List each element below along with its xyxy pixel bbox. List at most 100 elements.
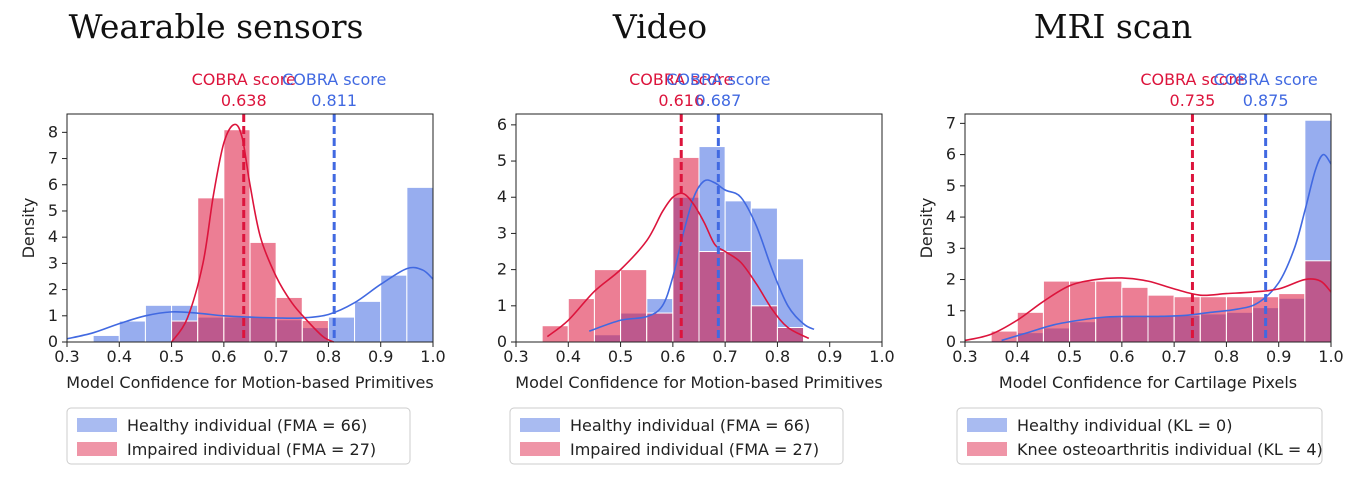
impaired-bar bbox=[1173, 296, 1201, 343]
chart-title: Wearable sensors bbox=[69, 7, 364, 46]
chart-title: MRI scan bbox=[1034, 7, 1193, 46]
y-tick-label: 2 bbox=[48, 280, 58, 299]
x-tick-label: 0.3 bbox=[503, 347, 528, 366]
chart-panel-3: MRI scan COBRA score 0.735 COBRA score 0.875… bbox=[917, 7, 1344, 465]
y-tick-label: 6 bbox=[946, 145, 956, 164]
cobra-value: 0.735 bbox=[1170, 91, 1216, 110]
legend-label: Impaired individual (FMA = 27) bbox=[570, 440, 819, 459]
x-axis-label: Model Confidence for Motion-based Primit… bbox=[66, 373, 433, 392]
cobra-value: 0.811 bbox=[311, 91, 357, 110]
y-tick-label: 4 bbox=[946, 207, 956, 226]
impaired-bar bbox=[1121, 286, 1149, 343]
impaired-kde-line bbox=[546, 192, 810, 340]
healthy-kde-line bbox=[1001, 153, 1332, 342]
y-tick-label: 1 bbox=[48, 306, 58, 325]
y-tick-label: 6 bbox=[48, 175, 58, 194]
impaired-kde-line bbox=[964, 277, 1332, 342]
legend-swatch-healthy bbox=[77, 418, 117, 432]
y-tick-label: 5 bbox=[497, 151, 507, 170]
x-tick-label: 0.9 bbox=[1266, 347, 1291, 366]
healthy-kde-line bbox=[66, 266, 434, 340]
cobra-value: 0.875 bbox=[1243, 91, 1289, 110]
x-tick-label: 0.9 bbox=[368, 347, 393, 366]
cobra-value: 0.687 bbox=[695, 91, 741, 110]
impaired-bar bbox=[724, 251, 752, 343]
impaired-bar bbox=[541, 325, 569, 343]
cobra-label: COBRA score bbox=[1214, 70, 1318, 89]
impaired-bar bbox=[1278, 293, 1306, 343]
x-tick-label: 1.0 bbox=[869, 347, 894, 366]
healthy-kde-line bbox=[588, 179, 815, 332]
legend-box bbox=[956, 407, 1323, 465]
healthy-bar bbox=[144, 304, 173, 343]
y-tick-label: 0 bbox=[946, 332, 956, 351]
legend-swatch-impaired bbox=[77, 442, 117, 456]
y-tick-label: 1 bbox=[497, 296, 507, 315]
impaired-bar bbox=[672, 156, 700, 343]
x-tick-label: 0.8 bbox=[765, 347, 790, 366]
cobra-value: 0.616 bbox=[658, 91, 704, 110]
x-axis-label: Model Confidence for Motion-based Primit… bbox=[515, 373, 882, 392]
impaired-bar bbox=[1042, 280, 1071, 343]
y-tick-label: 6 bbox=[497, 115, 507, 134]
impaired-bar bbox=[1069, 280, 1097, 343]
cobra-label: COBRA score bbox=[282, 70, 386, 89]
cobra-value: 0.638 bbox=[221, 91, 267, 110]
impaired-bar bbox=[1095, 280, 1123, 343]
chart-title: Video bbox=[612, 7, 707, 46]
healthy-bar bbox=[406, 186, 434, 343]
x-tick-label: 0.5 bbox=[1057, 347, 1082, 366]
healthy-bar bbox=[118, 320, 146, 343]
axes-frame bbox=[66, 113, 434, 343]
x-tick-label: 0.7 bbox=[263, 347, 288, 366]
x-axis-label: Model Confidence for Cartilage Pixels bbox=[999, 373, 1297, 392]
x-tick-label: 1.0 bbox=[420, 347, 445, 366]
y-tick-label: 2 bbox=[497, 260, 507, 279]
cobra-label: COBRA score bbox=[629, 70, 733, 89]
healthy-bar bbox=[327, 316, 356, 343]
x-tick-label: 0.6 bbox=[660, 347, 685, 366]
legend-swatch-healthy bbox=[967, 418, 1007, 432]
axes-frame bbox=[515, 113, 883, 343]
legend-label: Healthy individual (FMA = 66) bbox=[570, 416, 810, 435]
impaired-bar bbox=[646, 312, 674, 343]
y-tick-label: 5 bbox=[48, 201, 58, 220]
impaired-bar bbox=[301, 320, 329, 343]
x-tick-label: 0.8 bbox=[1214, 347, 1239, 366]
x-tick-label: 0.7 bbox=[712, 347, 737, 366]
y-axis-label: Density bbox=[917, 198, 936, 259]
x-tick-label: 0.7 bbox=[1161, 347, 1186, 366]
x-tick-label: 1.0 bbox=[1318, 347, 1343, 366]
y-tick-label: 3 bbox=[946, 238, 956, 257]
legend-swatch-impaired bbox=[520, 442, 560, 456]
healthy-bar bbox=[380, 274, 408, 343]
x-tick-label: 0.6 bbox=[211, 347, 236, 366]
legend-swatch-healthy bbox=[520, 418, 560, 432]
y-tick-label: 1 bbox=[946, 301, 956, 320]
impaired-bar bbox=[698, 251, 726, 343]
healthy-bar bbox=[92, 334, 120, 343]
legend-swatch-impaired bbox=[967, 442, 1007, 456]
legend: Healthy individual (KL = 0) Knee osteoart… bbox=[956, 407, 1323, 465]
impaired-bar bbox=[593, 269, 622, 343]
x-tick-label: 0.3 bbox=[54, 347, 79, 366]
y-tick-label: 7 bbox=[48, 149, 58, 168]
x-tick-label: 0.4 bbox=[1005, 347, 1030, 366]
impaired-kde-line bbox=[170, 123, 335, 343]
y-tick-label: 3 bbox=[48, 253, 58, 272]
y-tick-label: 7 bbox=[946, 113, 956, 132]
y-tick-label: 0 bbox=[497, 332, 507, 351]
x-tick-label: 0.5 bbox=[608, 347, 633, 366]
legend-label: Healthy individual (KL = 0) bbox=[1017, 416, 1232, 435]
x-tick-label: 0.8 bbox=[316, 347, 341, 366]
cobra-label: COBRA score bbox=[1140, 70, 1244, 89]
impaired-bar bbox=[1199, 296, 1227, 343]
legend-label: Knee osteoarthritis individual (KL = 4) bbox=[1017, 440, 1323, 459]
impaired-bar bbox=[1225, 296, 1254, 343]
impaired-bar bbox=[1304, 260, 1332, 343]
x-tick-label: 0.6 bbox=[1109, 347, 1134, 366]
impaired-bar bbox=[249, 241, 277, 343]
y-tick-label: 4 bbox=[48, 227, 58, 246]
